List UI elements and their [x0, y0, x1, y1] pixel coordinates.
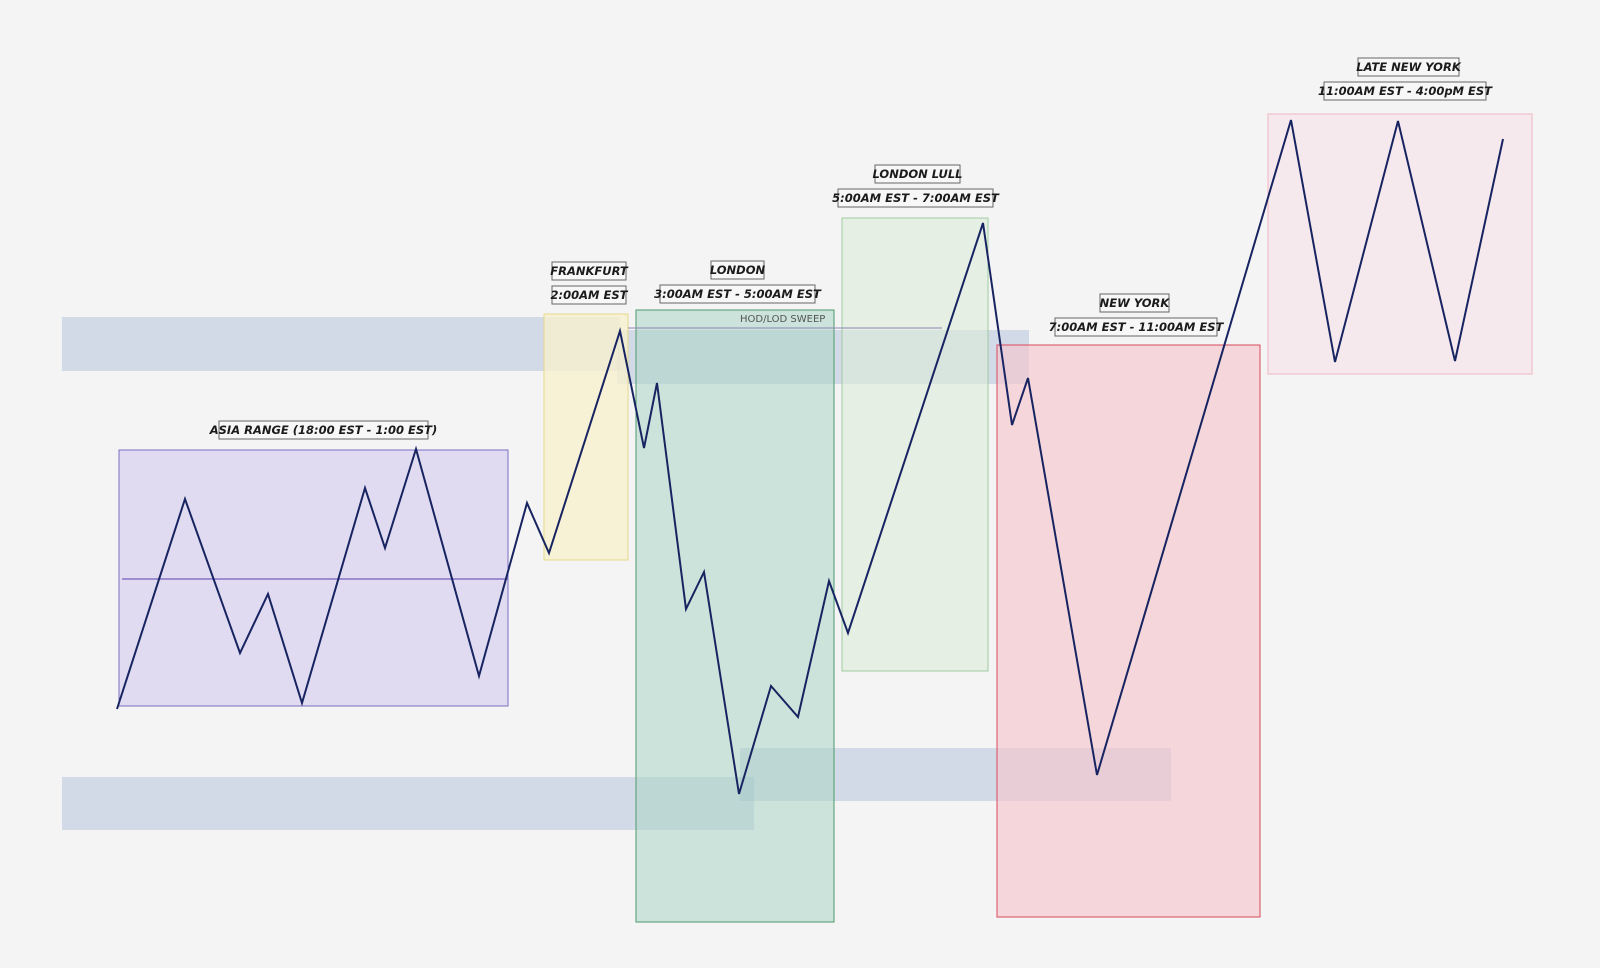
- svg-text:LONDON: LONDON: [710, 263, 766, 277]
- london-time-label: 3:00AM EST - 5:00AM EST: [654, 284, 822, 304]
- price-path: [116, 119, 1504, 795]
- svg-text:LATE NEW YORK: LATE NEW YORK: [1356, 60, 1462, 74]
- late-new-york-box: [1267, 113, 1533, 375]
- london-label: LONDON: [710, 260, 766, 280]
- svg-text:11:00AM EST - 4:00pM EST: 11:00AM EST - 4:00pM EST: [1318, 84, 1493, 98]
- new-york-time-label: 7:00AM EST - 11:00AM EST: [1049, 317, 1225, 337]
- liquidity-zone-high-asia: [62, 317, 620, 371]
- london-lull-time-label: 5:00AM EST - 7:00AM EST: [832, 188, 1000, 208]
- frankfurt-label: FRANKFURT: [550, 261, 629, 281]
- svg-text:2:00AM EST: 2:00AM EST: [551, 288, 629, 302]
- london-lull-label: LONDON LULL: [873, 164, 963, 184]
- new-york-label: NEW YORK: [1099, 293, 1171, 313]
- hod-lod-sweep-label: HOD/LOD SWEEP: [740, 314, 825, 325]
- new-york-box: [996, 344, 1261, 918]
- late-new-york-time-label: 11:00AM EST - 4:00pM EST: [1318, 81, 1493, 101]
- asia-range-box: [118, 449, 509, 707]
- svg-text:7:00AM EST - 11:00AM EST: 7:00AM EST - 11:00AM EST: [1049, 320, 1225, 334]
- svg-text:NEW YORK: NEW YORK: [1100, 296, 1171, 310]
- london-lull-box: [841, 217, 989, 672]
- asia-range-label: ASIA RANGE (18:00 EST - 1:00 EST): [209, 420, 438, 440]
- svg-text:FRANKFURT: FRANKFURT: [550, 264, 629, 278]
- svg-text:5:00AM EST - 7:00AM EST: 5:00AM EST - 7:00AM EST: [832, 191, 1000, 205]
- svg-text:LONDON LULL: LONDON LULL: [873, 167, 963, 181]
- london-box: [635, 309, 835, 923]
- frankfurt-time-label: 2:00AM EST: [551, 285, 629, 305]
- late-new-york-label: LATE NEW YORK: [1356, 57, 1462, 77]
- svg-text:3:00AM EST - 5:00AM EST: 3:00AM EST - 5:00AM EST: [654, 287, 822, 301]
- svg-text:ASIA RANGE (18:00 EST - 1:00 E: ASIA RANGE (18:00 EST - 1:00 EST): [209, 423, 438, 437]
